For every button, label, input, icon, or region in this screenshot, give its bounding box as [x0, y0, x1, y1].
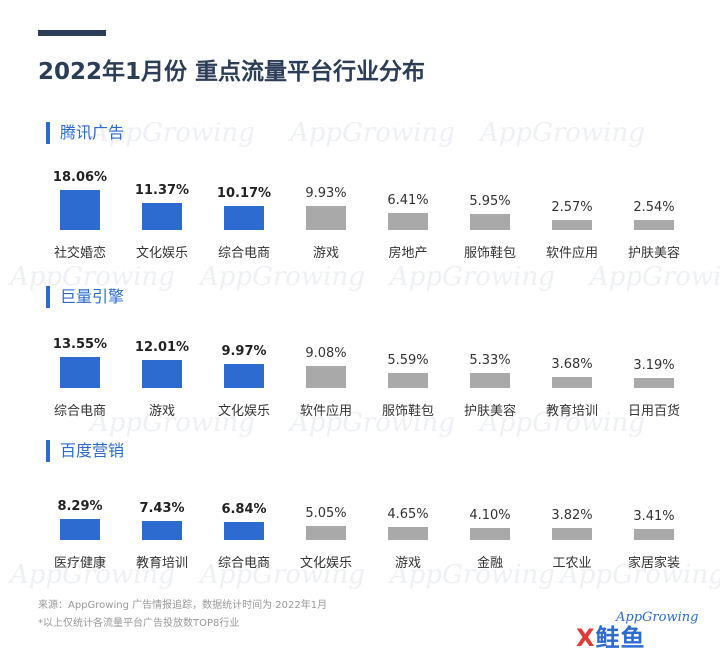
data-label: 5.05% [305, 505, 347, 521]
logo-cn-x: X [576, 624, 596, 652]
watermark-text: AppGrowing [290, 118, 455, 148]
category-label: 服饰鞋包 [381, 404, 434, 419]
scope-note: *以上仅统计各流量平台广告投放数TOP8行业 [38, 618, 240, 629]
category-label: 日用百货 [627, 404, 680, 419]
data-label: 7.43% [139, 501, 185, 517]
bar [306, 525, 346, 540]
source-note: 来源：AppGrowing 广告情报追踪，数据统计时间为 2022年1月 [38, 600, 328, 611]
data-label: 5.33% [469, 353, 511, 369]
category-label: 工农业 [552, 556, 592, 571]
data-label: 12.01% [134, 339, 190, 355]
bar [224, 364, 264, 388]
data-label: 8.29% [57, 499, 103, 515]
section-marker [46, 286, 50, 308]
category-label: 医疗健康 [53, 556, 106, 571]
category-label: 教育培训 [135, 556, 188, 571]
category-label: 文化娱乐 [217, 404, 270, 419]
watermark-text: AppGrowing [390, 262, 555, 292]
logo-app-text: AppGrowing [616, 610, 699, 625]
category-label: 软件应用 [545, 246, 598, 261]
title-accent-bar [38, 30, 106, 36]
category-label: 综合电商 [217, 556, 270, 571]
category-label: 软件应用 [299, 404, 352, 419]
data-label: 11.37% [134, 183, 190, 199]
bar [142, 359, 182, 388]
data-label: 5.59% [387, 352, 429, 368]
data-label: 2.54% [633, 200, 675, 215]
watermark-text: AppGrowing [480, 118, 645, 148]
category-label: 房地产 [388, 246, 428, 261]
bar [634, 220, 674, 230]
data-label: 3.41% [633, 509, 675, 525]
section-marker [46, 440, 50, 462]
bar [634, 529, 674, 540]
data-label: 13.55% [52, 336, 108, 352]
data-label: 5.95% [469, 194, 511, 210]
data-label: 3.82% [551, 508, 593, 524]
brand-logo: AppGrowing X鲑鱼 [576, 610, 704, 652]
category-label: 综合电商 [217, 246, 270, 261]
data-label: 6.41% [387, 193, 429, 209]
bar [306, 206, 346, 230]
category-label: 护肤美容 [627, 246, 680, 261]
section-marker [46, 122, 50, 144]
category-label: 教育培训 [545, 404, 598, 419]
platform-title: 腾讯广告 [60, 123, 125, 142]
bar [224, 205, 264, 230]
bar [142, 203, 182, 230]
bar [224, 522, 264, 540]
bar [634, 377, 674, 388]
category-label: 社交婚恋 [53, 246, 106, 261]
page-title: 2022年1月份 重点流量平台行业分布 [38, 59, 426, 85]
bar [470, 527, 510, 540]
platform-title: 百度营销 [60, 441, 125, 460]
category-label: 综合电商 [53, 404, 106, 419]
bar [552, 220, 592, 230]
bar [60, 519, 100, 540]
category-label: 文化娱乐 [299, 556, 352, 571]
bar [306, 365, 346, 388]
logo-cn-rest: 鲑鱼 [595, 624, 646, 652]
category-label: 金融 [476, 556, 503, 571]
bar [388, 213, 428, 230]
bar [388, 526, 428, 540]
platform-title: 巨量引擎 [60, 287, 125, 306]
logo-cn-text: X鲑鱼 [576, 618, 646, 653]
category-label: 文化娱乐 [135, 246, 188, 261]
data-label: 3.68% [551, 356, 593, 372]
data-label: 9.97% [221, 344, 267, 360]
bar [470, 373, 510, 388]
watermark-text: AppGrowing [200, 262, 365, 292]
category-label: 护肤美容 [463, 404, 516, 419]
data-label: 9.08% [305, 345, 347, 361]
category-label: 游戏 [312, 246, 339, 261]
category-label: 游戏 [394, 556, 421, 571]
bar [470, 214, 510, 230]
category-label: 服饰鞋包 [463, 246, 516, 261]
data-label: 3.19% [633, 357, 675, 373]
data-label: 10.17% [216, 185, 272, 201]
data-label: 2.57% [551, 200, 593, 215]
data-label: 4.10% [469, 507, 511, 523]
watermark-text: AppGrowing [590, 262, 720, 292]
bar [388, 372, 428, 388]
data-label: 6.84% [221, 502, 267, 518]
bar [60, 356, 100, 388]
category-label: 家居家装 [627, 556, 680, 571]
data-label: 18.06% [52, 169, 108, 185]
category-label: 游戏 [148, 404, 175, 419]
bar [142, 521, 182, 540]
data-label: 4.65% [387, 506, 429, 522]
bar [552, 376, 592, 388]
data-label: 9.93% [305, 186, 347, 202]
bar [552, 528, 592, 540]
bar [60, 189, 100, 230]
